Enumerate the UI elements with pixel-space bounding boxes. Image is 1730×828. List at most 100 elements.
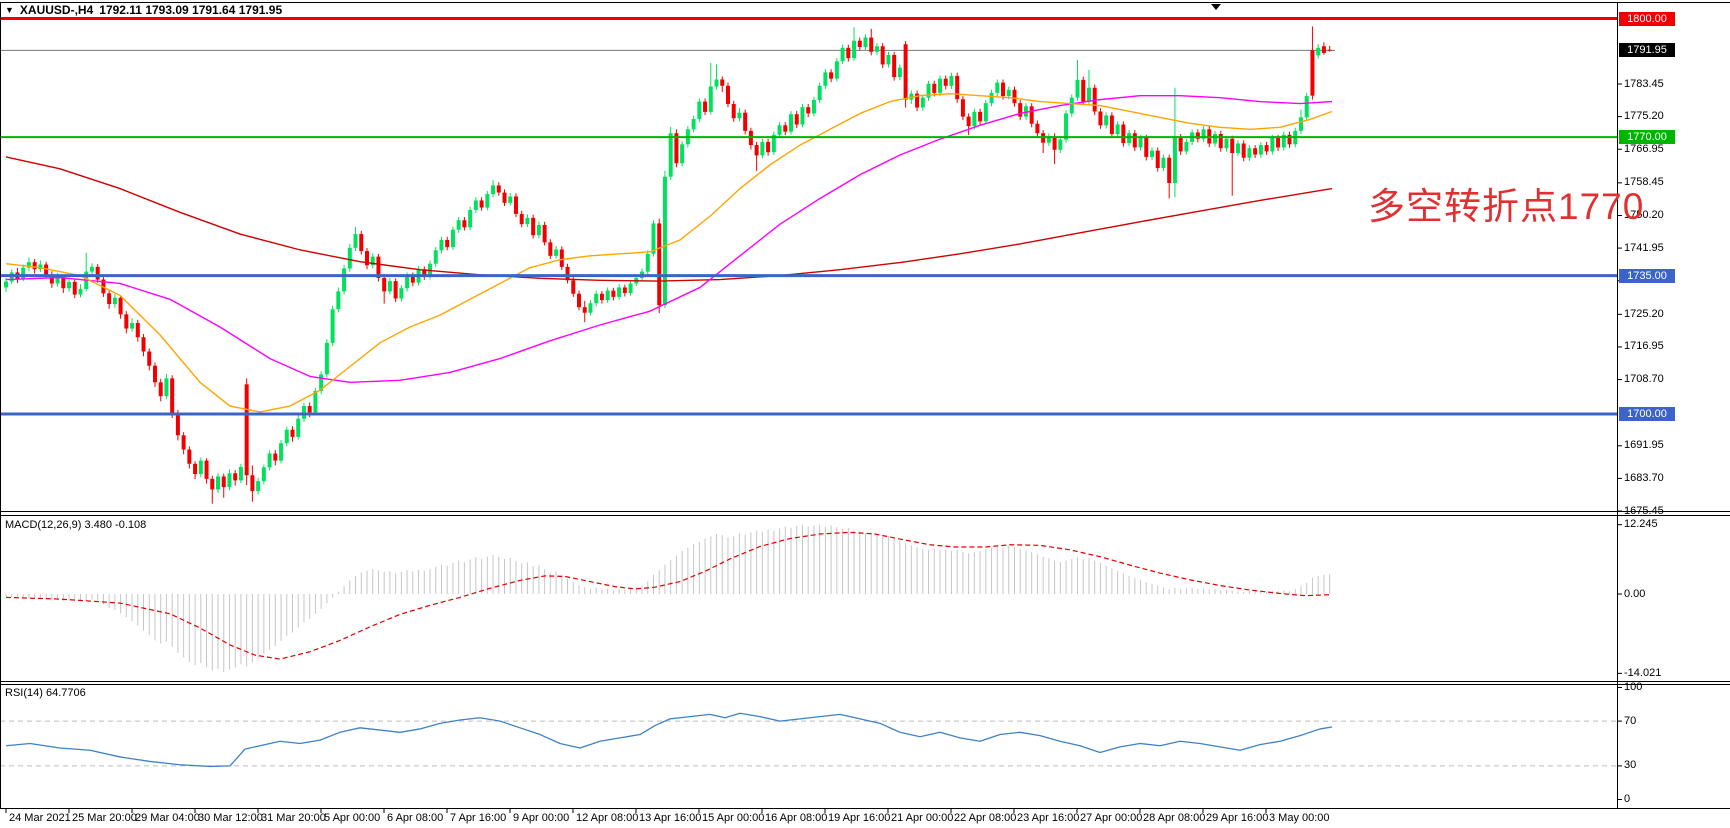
rsi-tick-label: 30 [1624, 759, 1637, 772]
candle-body [754, 145, 759, 156]
candle-body [147, 351, 152, 366]
candle-body [473, 200, 478, 210]
candle-body [582, 307, 587, 313]
candle-body [405, 275, 410, 289]
candle-body [932, 83, 937, 93]
candle-body [840, 47, 845, 62]
macd-tick-label: 0.00 [1624, 587, 1646, 600]
price-tick-label: 1708.70 [1624, 373, 1664, 386]
candle-body [1195, 132, 1200, 139]
candle-body [1115, 124, 1120, 135]
time-tick-label: 30 Mar 12:00 [198, 812, 263, 824]
candle-body [771, 134, 776, 153]
candle-body [1081, 79, 1086, 102]
candle-body [1001, 82, 1006, 97]
candle-body [376, 256, 381, 278]
candle-body [496, 185, 501, 193]
ohlc-values: 1792.11 1793.09 1791.64 1791.95 [99, 3, 283, 17]
candle-body [1029, 106, 1034, 124]
candle-body [766, 141, 771, 153]
price-level-badge: 1791.95 [1619, 43, 1675, 58]
price-tick-label: 1716.95 [1624, 340, 1664, 353]
candle-body [594, 293, 599, 304]
candle-body [210, 478, 215, 490]
candle-body [450, 229, 455, 248]
price-tick-label: 1766.95 [1624, 142, 1664, 155]
candle-body [1092, 87, 1097, 112]
candle-body [577, 293, 581, 308]
candle-body [955, 75, 960, 100]
candle-body [995, 82, 1000, 93]
candle-body [502, 192, 507, 203]
candle-body [78, 289, 83, 295]
candle-body [221, 476, 226, 488]
candle-body [611, 290, 616, 297]
candle-body [1253, 148, 1258, 155]
candle-body [1304, 96, 1309, 118]
candle-body [915, 93, 920, 108]
candle-body [187, 449, 192, 464]
candle-body [462, 220, 467, 228]
candle-body [783, 125, 788, 132]
candle-body [966, 116, 971, 127]
candle-body [1069, 97, 1074, 114]
candle-body [800, 107, 805, 125]
candle-body [284, 429, 289, 444]
price-tick-label: 1725.20 [1624, 307, 1664, 320]
candle-body [468, 209, 473, 228]
candle-body [193, 463, 198, 475]
candle-body [491, 185, 496, 195]
candle-body [737, 112, 742, 119]
candle-body [857, 40, 862, 48]
candle-body [61, 277, 66, 289]
candle-body [1046, 136, 1051, 143]
candle-body [703, 101, 708, 112]
candle-body [32, 262, 37, 270]
time-tick-label: 25 Mar 20:00 [72, 812, 137, 824]
candle-body [267, 453, 272, 468]
candle-body [513, 196, 518, 214]
candle-body [112, 297, 117, 305]
candle-body [668, 133, 673, 177]
candle-body [1178, 137, 1183, 152]
candle-body [1321, 46, 1326, 53]
candle-body [777, 125, 782, 135]
candle-body [21, 267, 26, 279]
candle-body [1298, 117, 1303, 131]
candle-body [571, 280, 576, 294]
candle-body [1150, 150, 1154, 157]
candle-body [1018, 103, 1023, 117]
symbol-dropdown-icon[interactable]: ▼ [5, 5, 14, 15]
candle-body [886, 54, 891, 65]
candle-body [565, 266, 570, 281]
candle-body [301, 406, 306, 419]
candle-body [479, 200, 484, 208]
rsi-indicator-label: RSI(14) 64.7706 [5, 687, 86, 699]
candle-body [152, 365, 157, 383]
candle-body [1184, 141, 1189, 152]
candle-body [1086, 87, 1091, 102]
candle-body [1172, 137, 1177, 184]
candle-body [531, 217, 536, 236]
candle-body [1052, 136, 1057, 150]
time-tick-label: 23 Apr 16:00 [1017, 812, 1080, 824]
candle-body [1276, 137, 1281, 148]
candle-body [238, 466, 243, 481]
symbol-timeframe-label: XAUUSD-,H4 [19, 3, 94, 17]
rsi-tick-label: 70 [1624, 714, 1637, 727]
candle-body [1270, 137, 1275, 152]
candle-body [1327, 49, 1332, 51]
candle-body [410, 275, 415, 283]
candle-body [141, 337, 146, 352]
candle-body [823, 72, 828, 86]
candle-body [1224, 138, 1229, 149]
candle-body [307, 406, 312, 413]
candle-body [680, 144, 685, 164]
candle-body [433, 250, 438, 264]
candle-body [605, 290, 610, 301]
time-tick-label: 7 Apr 16:00 [450, 812, 507, 824]
time-tick-label: 6 Apr 08:00 [387, 812, 444, 824]
time-tick-label: 29 Mar 04:00 [135, 812, 200, 824]
